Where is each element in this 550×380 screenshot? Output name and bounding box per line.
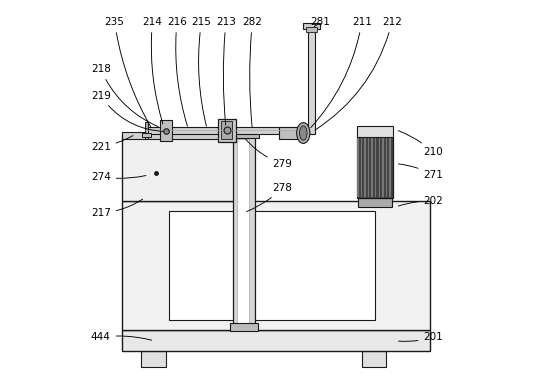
Text: 210: 210 (398, 131, 443, 157)
Bar (375, 138, 376, 197)
Bar (279, 127, 303, 139)
Bar (306, 27, 317, 32)
Bar (389, 138, 390, 197)
Bar (160, 120, 172, 141)
Bar (308, 27, 315, 134)
Bar (229, 130, 259, 138)
Bar (358, 137, 393, 198)
Text: 444: 444 (91, 332, 152, 342)
Bar (169, 211, 375, 320)
Bar (230, 323, 258, 331)
Bar (361, 138, 362, 197)
Bar (122, 201, 430, 329)
Text: 279: 279 (246, 139, 293, 169)
Bar (358, 198, 392, 207)
Bar (218, 119, 236, 142)
Bar (371, 138, 373, 197)
Bar (303, 23, 320, 28)
Bar (237, 139, 249, 324)
Text: 235: 235 (104, 17, 151, 127)
Bar (364, 138, 366, 197)
Bar (233, 133, 255, 329)
Text: 202: 202 (398, 196, 443, 206)
Text: 219: 219 (91, 91, 163, 131)
Bar (145, 127, 301, 134)
Text: 221: 221 (91, 136, 133, 152)
Bar (378, 138, 380, 197)
Bar (358, 126, 393, 137)
Text: 218: 218 (91, 64, 158, 127)
Text: 212: 212 (315, 17, 402, 130)
Text: 278: 278 (246, 183, 293, 212)
Text: 281: 281 (310, 17, 330, 27)
Bar (141, 352, 166, 367)
Bar (142, 133, 151, 137)
Text: 201: 201 (399, 332, 443, 342)
Text: 217: 217 (91, 199, 142, 218)
Text: 274: 274 (91, 172, 146, 182)
Bar (145, 122, 148, 139)
Ellipse shape (296, 123, 310, 143)
Bar (122, 135, 239, 201)
Bar (386, 138, 387, 197)
Text: 282: 282 (243, 17, 262, 127)
Text: 215: 215 (191, 17, 211, 126)
Bar (122, 132, 239, 139)
Bar (362, 352, 386, 367)
Bar (368, 138, 370, 197)
Ellipse shape (300, 126, 307, 140)
Bar (222, 121, 232, 139)
Bar (382, 138, 383, 197)
Text: 211: 211 (311, 17, 372, 128)
Bar (122, 329, 430, 352)
Text: 213: 213 (216, 17, 236, 125)
Text: 216: 216 (167, 17, 188, 126)
Bar (358, 138, 359, 197)
Text: 214: 214 (142, 17, 163, 124)
Text: 271: 271 (398, 164, 443, 180)
